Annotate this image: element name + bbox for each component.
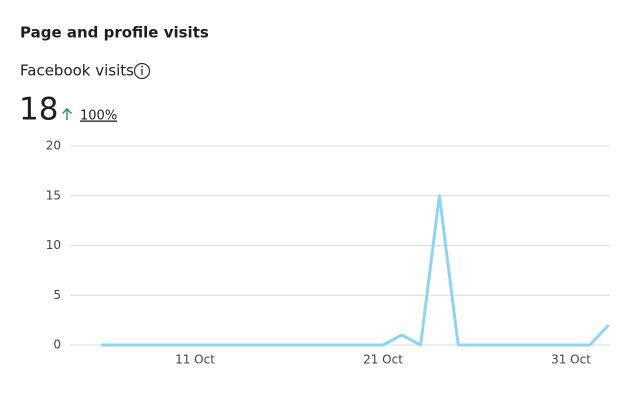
x-tick-label: 11 Oct <box>175 353 215 367</box>
arrow-head <box>62 108 72 114</box>
data-line <box>101 194 610 347</box>
info-icon[interactable] <box>133 62 151 80</box>
info-circle <box>133 62 151 80</box>
up-arrow <box>62 108 72 120</box>
y-tick-label: 10 <box>46 238 61 252</box>
y-tick-label: 5 <box>53 288 61 302</box>
y-tick-label: 20 <box>46 139 61 153</box>
x-tick-label: 21 Oct <box>363 353 403 367</box>
total-value: 18 <box>19 92 58 128</box>
card-title: Page and profile visits <box>20 24 209 42</box>
y-tick-label: 0 <box>53 338 61 352</box>
metric-label: Facebook visits <box>20 62 134 80</box>
y-tick-label: 15 <box>46 188 61 202</box>
x-tick-label: 31 Oct <box>551 353 591 367</box>
change-label[interactable]: 100% <box>80 109 117 124</box>
info-dot <box>141 65 143 68</box>
